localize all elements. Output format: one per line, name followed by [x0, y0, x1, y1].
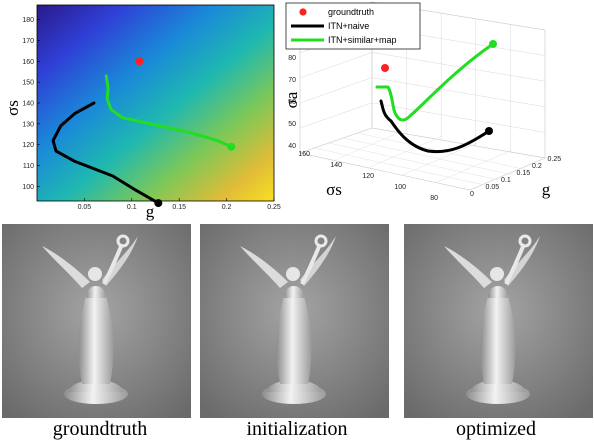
x-tick-label: 0.1: [127, 204, 137, 211]
left-series-layer: [51, 57, 236, 208]
x-tick-label: 0.25: [267, 204, 281, 211]
floor-grid-line: [343, 137, 514, 176]
statue-torso: [86, 286, 106, 298]
statue-photo: [200, 224, 389, 418]
statue-head: [286, 267, 300, 281]
legend-naive-label: ITN+naive: [328, 21, 369, 31]
z-tick-label: 60: [288, 99, 296, 106]
floor-plane: [298, 127, 547, 191]
grid-line: [371, 102, 546, 133]
y3-tick-label: 160: [298, 151, 310, 158]
z-tick-label: 50: [288, 121, 296, 128]
y3-tick-label: 120: [362, 173, 374, 180]
statue-photo: [404, 224, 593, 418]
floor-grid-line: [328, 142, 499, 181]
x-tick-label: 0.15: [172, 204, 186, 211]
x3-tick-label: 0.05: [486, 184, 500, 191]
naive-curve-3d: [379, 99, 491, 154]
left-tick-layer: 0.05 0.1 0.15 0.2 0.25 100 110 120 130 140 150 160 1…: [22, 17, 281, 211]
statue-head: [490, 267, 504, 281]
grid-line: [299, 77, 373, 104]
similar-map-curve-3d: [375, 42, 495, 122]
y-tick-label: 180: [22, 17, 34, 24]
grid-line: [299, 102, 373, 129]
naive-endpoint-3d: [485, 127, 493, 135]
legend-similar-label: ITN+similar+map: [328, 35, 397, 45]
y3-axis-label: σs: [326, 180, 342, 199]
x3-tick-label: 0.2: [532, 163, 542, 170]
statue-robe: [78, 296, 114, 384]
series-line: [51, 101, 160, 205]
z-tick-label: 70: [288, 77, 296, 84]
floor-grid-line: [401, 142, 478, 176]
y-tick-label: 150: [22, 80, 34, 87]
statue-wreath: [116, 234, 130, 248]
statue-head: [88, 267, 102, 281]
similar-map-endpoint-3d: [489, 40, 497, 48]
grid-line: [299, 52, 373, 79]
statue-wing-left: [444, 246, 492, 288]
3d-chart: 40 50 60 70 80 0 0.050.1 0.150.2 0.25 160 140 120 10…: [282, 1, 561, 202]
y3-tick-label: 80: [430, 195, 438, 202]
z-tick-label: 80: [288, 55, 296, 62]
statue-photo: [2, 224, 191, 418]
y-tick-label: 100: [22, 184, 34, 191]
x3-tick-label: 0.25: [548, 156, 562, 163]
y-tick-label: 110: [23, 163, 34, 170]
groundtruth-point-3d: [381, 64, 389, 72]
y-tick-label: 130: [22, 121, 34, 128]
caption-optimized: optimized: [456, 418, 536, 440]
heatmap-background: [37, 5, 274, 201]
x3-tick-label: 0.1: [501, 177, 511, 184]
y-tick-label: 120: [22, 142, 34, 149]
grid-line: [371, 77, 546, 108]
statue-torso: [284, 286, 304, 298]
x3-axis-label: g: [542, 180, 551, 199]
photo-row: [2, 224, 593, 418]
y-tick-label: 160: [22, 59, 34, 66]
statue-wreath: [518, 234, 532, 248]
x-tick-label: 0.05: [78, 204, 92, 211]
legend-groundtruth-label: groundtruth: [328, 7, 374, 17]
right-series-layer: [375, 40, 497, 154]
statue-robe: [480, 296, 516, 384]
series-endpoint: [227, 142, 236, 151]
statue-robe: [276, 296, 312, 384]
heatmap-chart: 0.05 0.1 0.15 0.2 0.25 100 110 120 130 140 150 160 1…: [3, 4, 281, 221]
statue-wing-left: [42, 246, 90, 288]
z-tick-label: 40: [288, 143, 296, 150]
y3-tick-label: 140: [330, 162, 342, 169]
x3-tick-label: 0: [470, 191, 474, 198]
grid-line: [371, 52, 546, 82]
statue-wing-left: [240, 246, 288, 288]
caption-groundtruth: groundtruth: [52, 418, 148, 440]
floor-grid-line: [435, 150, 512, 183]
series-line: [104, 74, 233, 149]
legend-groundtruth-marker: [299, 8, 307, 16]
x3-tick-label: 0.15: [517, 170, 531, 177]
right-tick-layer: 40 50 60 70 80 0 0.050.1 0.150.2 0.25 160 140 120 10…: [288, 55, 561, 202]
statue-wreath: [314, 234, 328, 248]
caption-initialization: initialization: [246, 418, 348, 440]
y-tick-label: 140: [22, 101, 34, 108]
legend: groundtruth ITN+naive ITN+similar+map: [285, 2, 421, 50]
y-tick-label: 170: [22, 38, 34, 45]
series-endpoint: [154, 199, 163, 208]
y-axis-label: σs: [3, 100, 22, 116]
groundtruth-point: [135, 57, 144, 66]
y3-tick-label: 100: [394, 184, 406, 191]
x-axis-label: g: [146, 202, 155, 221]
x-tick-label: 0.2: [222, 204, 232, 211]
z3-axis-label: σa: [282, 91, 301, 108]
floor-grid-line: [314, 147, 485, 186]
statue-torso: [488, 286, 508, 298]
